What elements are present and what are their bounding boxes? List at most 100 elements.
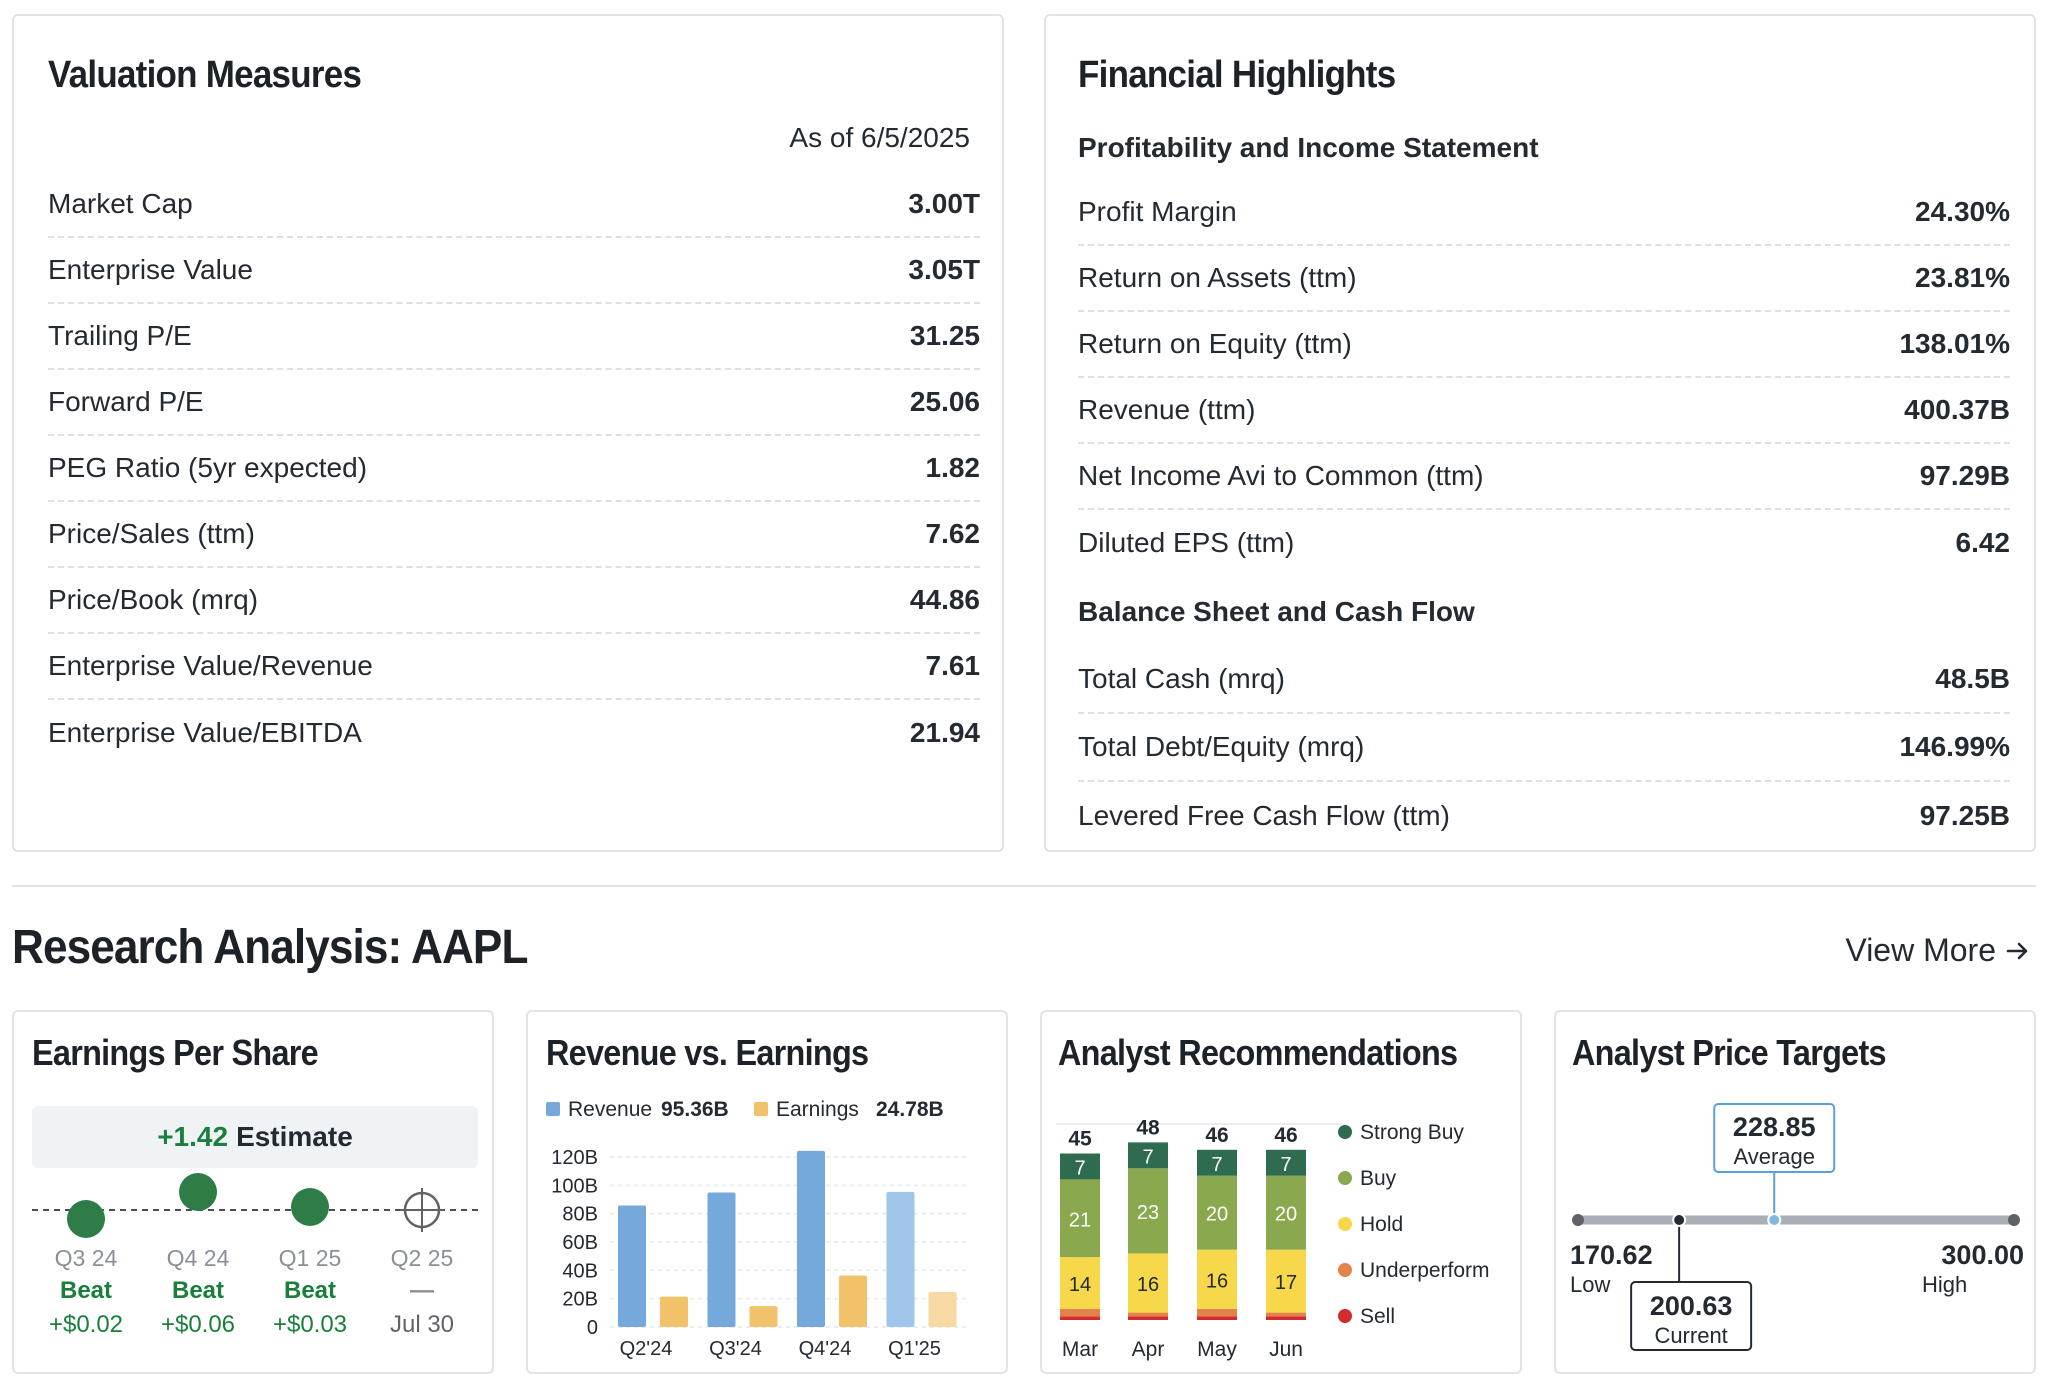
valuation-label: Enterprise Value	[48, 254, 253, 285]
stack-total: 46	[1205, 1124, 1228, 1147]
profitability-value: 6.42	[1955, 527, 2011, 558]
profitability-section-heading: Profitability and Income Statement	[1078, 132, 1539, 163]
valuation-value: 7.61	[925, 650, 981, 681]
valuation-row: Market Cap 3.00T	[48, 172, 980, 238]
x-tick-label: Q4'24	[799, 1338, 852, 1360]
legend-label: Strong Buy	[1360, 1121, 1464, 1144]
balance-sheet-value: 48.5B	[1935, 663, 2010, 694]
stack-value: 7	[1211, 1154, 1222, 1176]
financial-highlights-card: Financial Highlights Profitability and I…	[1044, 14, 2036, 852]
valuation-as-of: As of 6/5/2025	[789, 122, 970, 153]
valuation-value: 3.05T	[908, 254, 980, 285]
x-tick-label: Q1'25	[888, 1338, 941, 1360]
view-more-link[interactable]: View More	[1845, 932, 2030, 969]
analyst-recommendations-chart: 14 21 7 45 Mar 16 23 7 48 Apr 16 20 7 46 May 17 20 7 46 Jun…	[1056, 1116, 1490, 1361]
valuation-value: 31.25	[909, 320, 980, 351]
profitability-label: Profit Margin	[1078, 196, 1237, 227]
high-marker	[2008, 1214, 2020, 1226]
section-divider	[12, 885, 2036, 887]
stack-value: 23	[1137, 1202, 1159, 1224]
legend-dot-sell	[1338, 1309, 1352, 1323]
average-label: Average	[1733, 1144, 1815, 1169]
balance-sheet-row: Levered Free Cash Flow (ttm) 97.25B	[1078, 782, 2010, 850]
analyst-price-targets-title: Analyst Price Targets	[1572, 1032, 1887, 1073]
month-label: Apr	[1132, 1338, 1165, 1361]
x-tick-label: Q2'24	[620, 1338, 673, 1360]
view-more-label: View More	[1845, 932, 1996, 968]
legend-label-revenue: Revenue	[568, 1098, 652, 1121]
stack-hold	[1266, 1249, 1306, 1313]
eps-estimate-box: +1.42 Estimate	[32, 1106, 478, 1168]
stack-sell	[1266, 1316, 1306, 1320]
stack-value: 20	[1206, 1204, 1228, 1226]
high-value: 300.00	[1941, 1240, 2024, 1270]
profitability-row: Return on Assets (ttm) 23.81%	[1078, 246, 2010, 312]
valuation-label: Price/Sales (ttm)	[48, 518, 255, 549]
legend-value-revenue: 95.36B	[661, 1098, 729, 1121]
valuation-value: 25.06	[909, 386, 980, 417]
stack-hold	[1128, 1253, 1168, 1313]
eps-estimate-value: +1.42	[157, 1121, 229, 1152]
eps-status: —	[410, 1277, 434, 1304]
legend-swatch-earnings	[754, 1102, 768, 1116]
earnings-per-share-card[interactable]: Earnings Per Share +1.42 Estimate Q3 24 B…	[12, 1010, 494, 1374]
valuation-value: 7.62	[925, 518, 981, 549]
valuation-row: Enterprise Value 3.05T	[48, 238, 980, 304]
average-marker	[1767, 1213, 1782, 1227]
stack-underperform	[1060, 1308, 1100, 1317]
profitability-label: Revenue (ttm)	[1078, 394, 1256, 425]
revenue-vs-earnings-card[interactable]: Revenue vs. Earnings Revenue 95.36B Earnin…	[526, 1010, 1008, 1374]
profitability-label: Net Income Avi to Common (ttm)	[1078, 460, 1484, 491]
legend-label: Hold	[1360, 1213, 1403, 1236]
valuation-value: 44.86	[909, 584, 980, 615]
valuation-row: Trailing P/E 31.25	[48, 304, 980, 370]
profitability-row: Return on Equity (ttm) 138.01%	[1078, 312, 2010, 378]
valuation-label: PEG Ratio (5yr expected)	[48, 452, 368, 483]
stack-value: 17	[1275, 1272, 1297, 1294]
stack-value: 21	[1069, 1209, 1091, 1231]
profitability-value: 97.29B	[1919, 460, 2010, 491]
earnings-bar	[660, 1296, 688, 1327]
revenue-vs-earnings-title: Revenue vs. Earnings	[546, 1032, 869, 1073]
legend-dot-buy	[1338, 1171, 1352, 1185]
legend-label: Buy	[1360, 1167, 1397, 1190]
average-value: 228.85	[1733, 1112, 1816, 1142]
stack-sell	[1197, 1316, 1237, 1320]
analyst-recommendations-card[interactable]: Analyst Recommendations 14 21 7 45 Mar 16 23 7 4…	[1040, 1010, 1522, 1374]
balance-sheet-label: Total Debt/Equity (mrq)	[1078, 731, 1365, 762]
valuation-value: 1.82	[925, 452, 981, 483]
stack-value: 14	[1069, 1274, 1091, 1296]
analyst-price-targets-card[interactable]: Analyst Price Targets 228.85 Average 200.6…	[1554, 1010, 2036, 1374]
y-tick-label: 40B	[562, 1260, 598, 1282]
revenue-earnings-chart: Revenue 95.36B Earnings 24.78B 0 20B 40B 60B 80B…	[546, 1098, 968, 1360]
eps-quarter-label: Q4 24	[167, 1245, 230, 1271]
revenue-bar	[707, 1192, 736, 1327]
balance-sheet-row: Total Cash (mrq) 48.5B	[1078, 646, 2010, 714]
profitability-value: 400.37B	[1904, 394, 2010, 425]
average-box	[1713, 1103, 1836, 1173]
month-label: Mar	[1062, 1338, 1098, 1361]
valuation-row: Enterprise Value/Revenue 7.61	[48, 634, 980, 700]
eps-estimate-label: Estimate	[236, 1121, 353, 1152]
valuation-label: Price/Book (mrq)	[48, 584, 259, 615]
profitability-value: 138.01%	[1899, 328, 2010, 359]
eps-quarter-label: Q2 25	[391, 1245, 454, 1271]
legend-dot-underperform	[1338, 1263, 1352, 1277]
profitability-row: Net Income Avi to Common (ttm) 97.29B	[1078, 444, 2010, 510]
balance-sheet-row: Total Debt/Equity (mrq) 146.99%	[1078, 714, 2010, 782]
profitability-row: Diluted EPS (ttm) 6.42	[1078, 510, 2010, 576]
earnings-bar	[928, 1291, 957, 1327]
eps-beat-dot	[67, 1200, 105, 1238]
stack-strong-buy	[1266, 1149, 1306, 1176]
low-label: Low	[1570, 1272, 1610, 1297]
valuation-value: 21.94	[909, 717, 980, 748]
profitability-value: 24.30%	[1915, 196, 2010, 227]
legend-label-earnings: Earnings	[776, 1098, 859, 1121]
eps-quarter-label: Q1 25	[279, 1245, 342, 1271]
eps-difference: +$0.03	[273, 1311, 347, 1338]
current-box	[1630, 1281, 1753, 1351]
stack-value: 16	[1206, 1270, 1228, 1292]
profitability-row: Profit Margin 24.30%	[1078, 180, 2010, 246]
research-analysis-title: Research Analysis: AAPL	[12, 921, 528, 974]
